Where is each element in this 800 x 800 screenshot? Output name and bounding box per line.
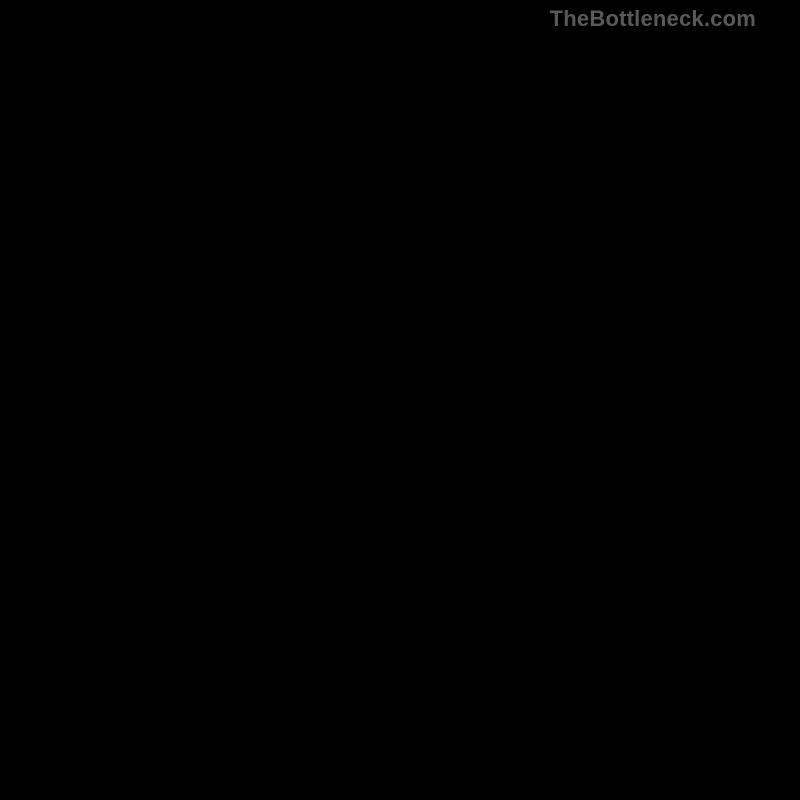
- watermark-text: TheBottleneck.com: [550, 6, 756, 32]
- heatmap-canvas: [48, 40, 752, 744]
- heatmap-plot: [48, 40, 752, 744]
- page-root: TheBottleneck.com: [0, 0, 800, 800]
